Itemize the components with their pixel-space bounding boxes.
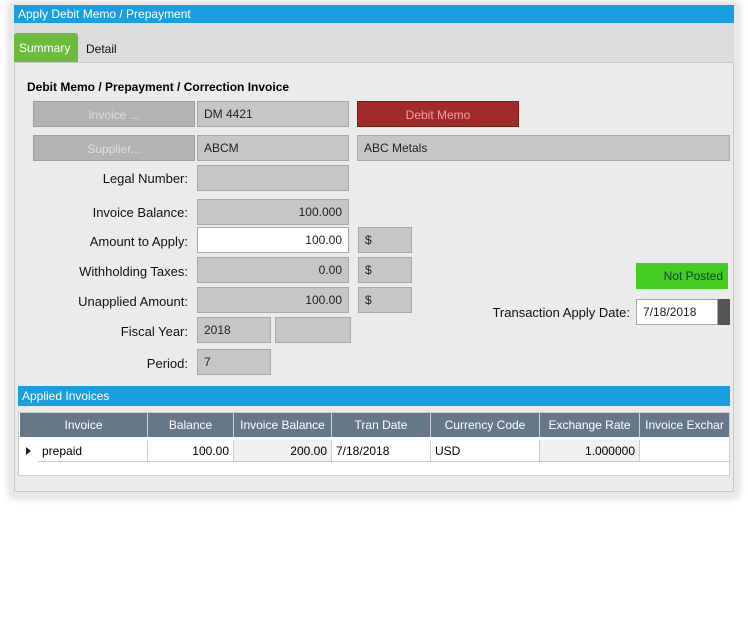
section-title: Debit Memo / Prepayment / Correction Inv… — [27, 80, 290, 94]
date-field[interactable]: 7/18/2018 — [636, 299, 718, 325]
invoice-button[interactable]: Invoice ... — [33, 101, 195, 127]
grid-cell[interactable]: 100.00 — [148, 440, 234, 462]
unapplied-field: 100.00 — [197, 287, 349, 313]
invoice-balance-field: 100.000 — [197, 199, 349, 225]
amount-to-apply-field[interactable]: 100.00 — [197, 227, 349, 253]
field-label: Transaction Apply Date: — [492, 305, 630, 320]
field-label: Legal Number: — [102, 171, 188, 186]
fiscal-year-field[interactable]: 2018 — [197, 317, 271, 343]
field-label: Amount to Apply: — [89, 234, 188, 249]
period-field[interactable]: 7 — [197, 349, 271, 375]
field-label: Invoice Balance: — [92, 205, 188, 220]
grid-header[interactable]: Invoice — [20, 413, 148, 437]
status-badge: Not Posted — [636, 263, 728, 289]
withholding-field: 0.00 — [197, 257, 349, 283]
grid-cell[interactable]: USD — [431, 440, 540, 462]
grid-header[interactable]: Tran Date — [332, 413, 431, 437]
grid-header[interactable]: Invoice Exchar — [640, 413, 730, 437]
date-picker-button[interactable] — [718, 299, 730, 325]
tab[interactable]: Detail — [86, 42, 117, 56]
currency-field: $ — [358, 287, 412, 313]
grid-cell[interactable]: prepaid — [38, 440, 148, 462]
currency-field: $ — [358, 227, 412, 253]
grid-header[interactable]: Exchange Rate — [540, 413, 640, 437]
tab-strip — [14, 23, 734, 62]
grid-cell[interactable]: 7/18/2018 — [332, 440, 431, 462]
invoice-field[interactable]: DM 4421 — [197, 101, 349, 127]
invoice-type: Debit Memo — [357, 101, 519, 127]
tab[interactable]: Summary — [14, 33, 78, 62]
title-bar: Apply Debit Memo / Prepayment — [14, 5, 734, 23]
grid-cell[interactable] — [640, 440, 730, 462]
grid-header[interactable]: Balance — [148, 413, 234, 437]
supplier-button[interactable]: Supplier... — [33, 135, 195, 161]
fiscal-suffix-field[interactable] — [275, 317, 351, 343]
row-indicator — [20, 440, 38, 462]
supplier-name: ABC Metals — [357, 135, 730, 161]
field-label: Unapplied Amount: — [78, 294, 188, 309]
field-label: Withholding Taxes: — [79, 264, 188, 279]
grid-cell[interactable]: 1.000000 — [540, 440, 640, 462]
field-label: Period: — [146, 356, 188, 371]
field-label: Fiscal Year: — [120, 324, 188, 339]
grid-header[interactable]: Invoice Balance — [234, 413, 332, 437]
legal-number-field[interactable] — [197, 165, 349, 191]
grid-cell[interactable]: 200.00 — [234, 440, 332, 462]
supplier-id[interactable]: ABCM — [197, 135, 349, 161]
currency-field: $ — [358, 257, 412, 283]
grid-title-bar: Applied Invoices — [18, 386, 730, 406]
grid-header[interactable]: Currency Code — [431, 413, 540, 437]
